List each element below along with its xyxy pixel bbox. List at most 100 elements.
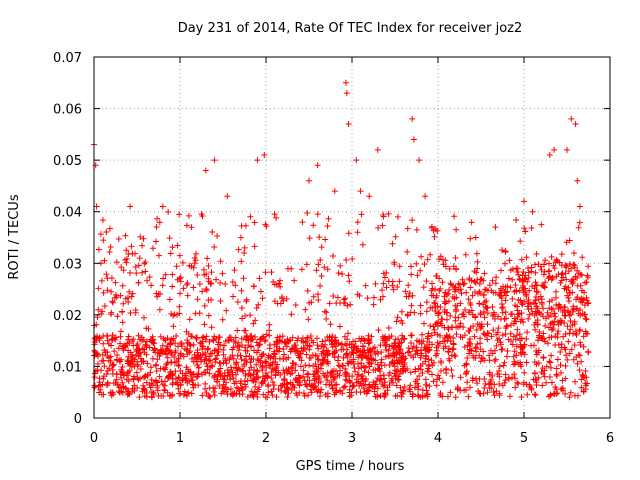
data-point <box>354 360 361 367</box>
data-point <box>567 311 574 318</box>
data-point <box>136 394 143 401</box>
data-point <box>472 234 479 241</box>
data-point <box>544 309 551 316</box>
data-point <box>424 393 431 400</box>
data-point <box>416 157 423 164</box>
data-point <box>381 362 388 369</box>
data-point <box>478 276 485 283</box>
data-point <box>300 347 307 354</box>
data-point <box>222 280 229 287</box>
data-point <box>252 317 259 324</box>
data-point <box>204 346 211 353</box>
data-point <box>256 336 263 343</box>
data-point <box>540 271 547 278</box>
data-point <box>426 383 433 390</box>
data-point <box>570 356 577 363</box>
data-point <box>425 356 432 363</box>
data-point <box>331 391 338 398</box>
data-point <box>167 340 174 347</box>
data-point <box>548 334 555 341</box>
data-point <box>488 333 495 340</box>
data-point <box>419 370 426 377</box>
y-tick-label: 0.01 <box>53 360 82 375</box>
data-point <box>570 305 577 312</box>
data-point <box>422 381 429 388</box>
data-point <box>144 371 151 378</box>
data-point <box>154 293 161 300</box>
data-point <box>505 374 512 381</box>
data-point <box>314 342 321 349</box>
data-point <box>484 321 491 328</box>
data-point <box>420 284 427 291</box>
data-point <box>429 280 436 287</box>
data-point <box>385 324 392 331</box>
data-point <box>184 340 191 347</box>
data-point <box>419 393 426 400</box>
data-point <box>383 284 390 291</box>
data-point <box>531 369 538 376</box>
data-point <box>548 253 555 260</box>
data-point <box>444 309 451 316</box>
data-point <box>190 371 197 378</box>
data-point <box>277 300 284 307</box>
data-point <box>437 332 444 339</box>
data-point <box>551 318 558 325</box>
data-point <box>472 279 479 286</box>
data-point <box>164 346 171 353</box>
data-point <box>119 282 126 289</box>
data-point <box>292 361 299 368</box>
data-point <box>207 280 214 287</box>
data-point <box>242 327 249 334</box>
data-point <box>576 352 583 359</box>
data-point <box>490 309 497 316</box>
data-point <box>514 269 521 276</box>
data-point <box>232 282 239 289</box>
data-point <box>446 286 453 293</box>
data-point <box>423 278 430 285</box>
data-point <box>512 360 519 367</box>
data-point <box>438 322 445 329</box>
data-point <box>433 382 440 389</box>
data-point <box>202 385 209 392</box>
data-point <box>408 263 415 270</box>
data-point <box>434 339 441 346</box>
data-point <box>380 211 387 218</box>
data-point <box>562 331 569 338</box>
data-point <box>486 381 493 388</box>
data-point <box>546 267 553 274</box>
data-point <box>448 367 455 374</box>
data-point <box>150 391 157 398</box>
data-point <box>203 287 210 294</box>
data-point <box>499 332 506 339</box>
data-point <box>406 290 413 297</box>
x-tick-label: 4 <box>434 431 442 446</box>
data-point <box>412 368 419 375</box>
data-point <box>546 358 553 365</box>
data-point <box>486 352 493 359</box>
data-point <box>440 345 447 352</box>
data-point <box>517 238 524 245</box>
data-point <box>555 305 562 312</box>
data-point <box>223 379 230 386</box>
data-point <box>566 237 573 244</box>
data-point <box>95 306 102 313</box>
data-point <box>214 349 221 356</box>
data-point <box>140 374 147 381</box>
data-point <box>273 367 280 374</box>
data-point <box>416 373 423 380</box>
data-point <box>311 368 318 375</box>
data-point <box>467 235 474 242</box>
data-point <box>375 327 382 334</box>
data-point <box>274 347 281 354</box>
data-point <box>399 332 406 339</box>
data-point <box>223 307 230 314</box>
data-point <box>517 359 524 366</box>
data-point <box>561 304 568 311</box>
data-point <box>408 271 415 278</box>
data-point <box>199 351 206 358</box>
data-point <box>277 283 284 290</box>
y-axis-label: ROTI / TECUs <box>7 194 22 279</box>
data-point <box>429 362 436 369</box>
data-point <box>169 391 176 398</box>
data-point <box>287 337 294 344</box>
